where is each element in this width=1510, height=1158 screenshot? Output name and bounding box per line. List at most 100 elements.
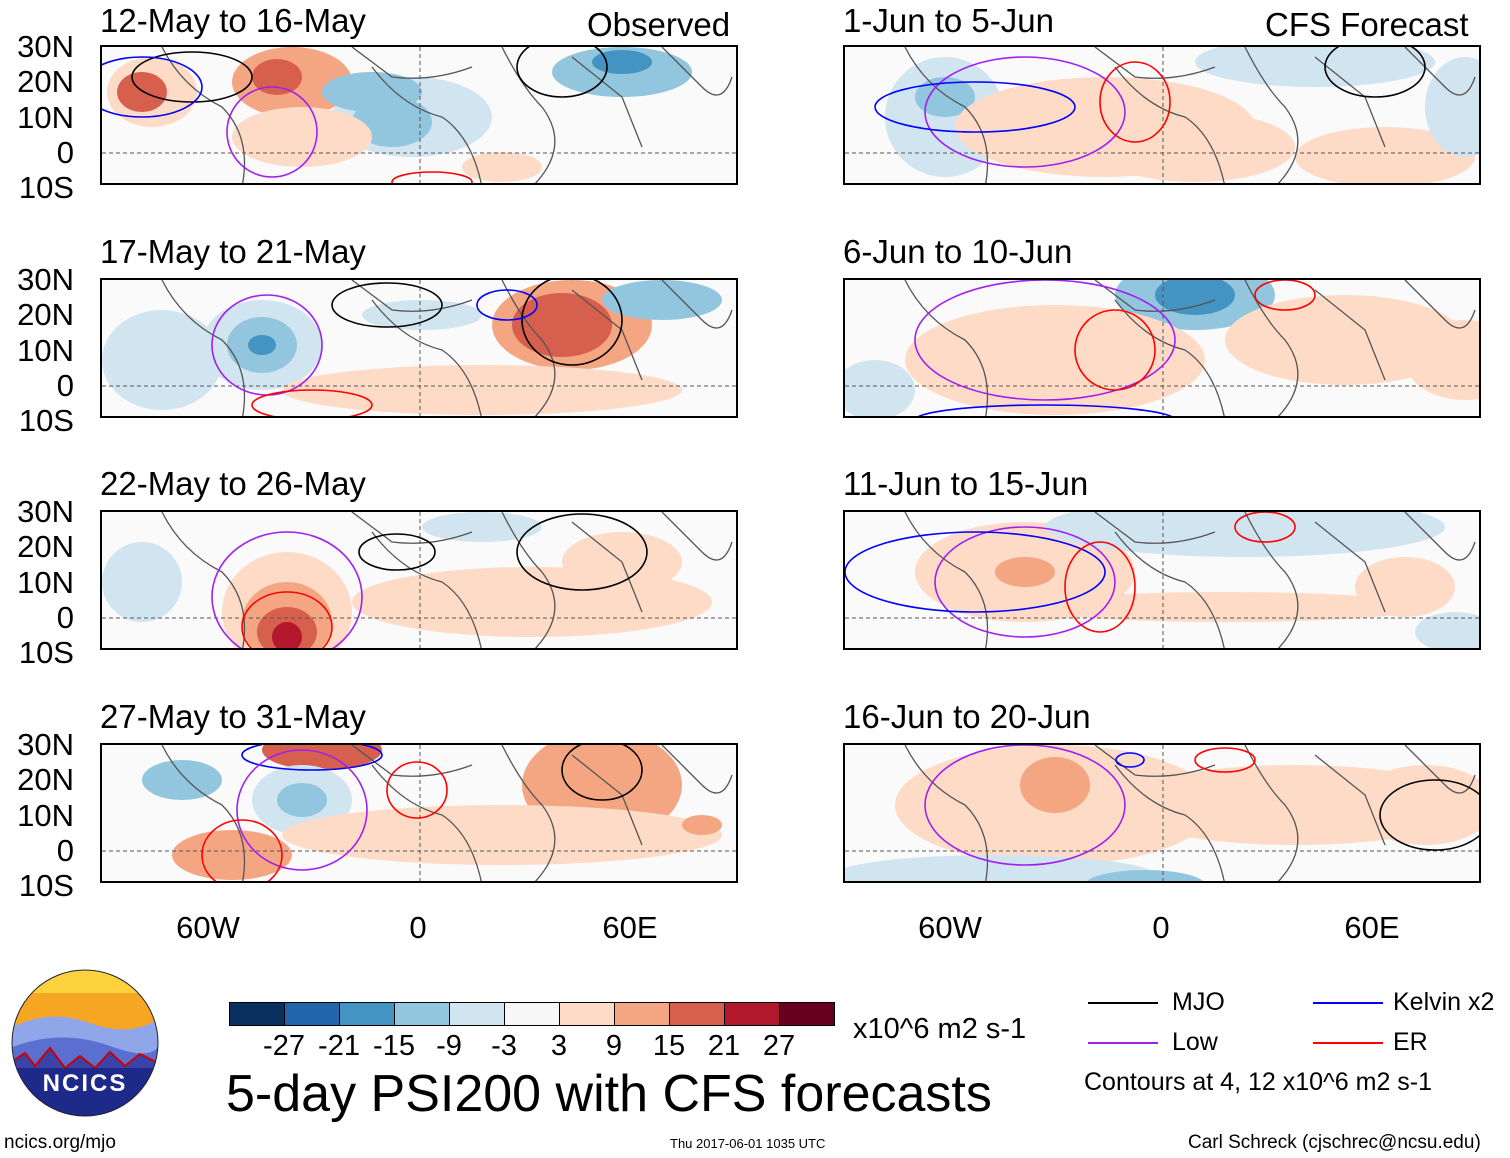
map-panel	[100, 510, 738, 650]
shading-region	[1195, 47, 1435, 87]
anomaly-contour	[1234, 512, 1296, 543]
lon-label: 0	[409, 910, 427, 945]
colorbar-swatch	[779, 1002, 835, 1026]
coastline	[161, 47, 733, 183]
legend-mjo-line	[1088, 1002, 1158, 1004]
lat-label: 30N	[17, 494, 74, 529]
panel-title: 1-Jun to 5-Jun	[843, 2, 1054, 39]
ncics-link[interactable]: ncics.org/mjo	[4, 1132, 116, 1153]
lat-label: 0	[56, 135, 74, 170]
anomaly-contour	[917, 404, 1173, 416]
shading-region	[1020, 757, 1090, 813]
anomaly-contour	[1194, 747, 1256, 773]
lon-label: 60E	[1344, 910, 1400, 945]
lon-label: 60W	[176, 910, 240, 945]
map-panel	[100, 45, 738, 185]
colorbar-label: 21	[707, 1030, 741, 1062]
lat-label: 30N	[17, 29, 74, 64]
lon-label: 60W	[918, 910, 982, 945]
map-panel	[100, 278, 738, 418]
colorbar-swatch	[559, 1002, 615, 1026]
colorbar-swatch	[229, 1002, 285, 1026]
legend-mjo-label: MJO	[1172, 988, 1225, 1016]
lat-label: 10S	[18, 170, 74, 205]
anomaly-contour	[561, 745, 643, 801]
anomaly-contour	[516, 47, 608, 98]
shading-region	[1415, 612, 1479, 648]
lat-label: 10N	[17, 798, 74, 833]
map-panel	[100, 743, 738, 883]
forecast-label: CFS Forecast	[1265, 6, 1469, 43]
colorbar-swatch	[614, 1002, 670, 1026]
lat-label: 20N	[17, 529, 74, 564]
lon-label: 60E	[602, 910, 658, 945]
legend-low-line	[1088, 1042, 1158, 1044]
anomaly-contour	[102, 56, 203, 118]
colorbar-label: 15	[652, 1030, 686, 1062]
shading-region	[172, 830, 292, 880]
shading-region	[117, 72, 167, 112]
colorbar-label: -9	[436, 1030, 462, 1062]
colorbar-swatch	[394, 1002, 450, 1026]
shading-region	[282, 805, 722, 865]
anomaly-contour	[1254, 280, 1316, 311]
anomaly-contour	[521, 280, 623, 366]
shading-region	[995, 557, 1055, 587]
anomaly-contour	[131, 51, 253, 103]
map-panel	[843, 278, 1481, 418]
lat-label: 0	[56, 833, 74, 868]
map-panel	[843, 510, 1481, 650]
shading-region	[462, 152, 542, 182]
anomaly-contour	[1074, 309, 1156, 391]
colorbar-label: 27	[762, 1030, 796, 1062]
lat-label: 0	[56, 368, 74, 403]
colorbar-label: 9	[605, 1030, 623, 1062]
coastline	[904, 47, 1476, 183]
colorbar-swatch	[339, 1002, 395, 1026]
legend-note: Contours at 4, 12 x10^6 m2 s-1	[1084, 1068, 1433, 1096]
colorbar-label: 3	[550, 1030, 568, 1062]
lat-label: 20N	[17, 762, 74, 797]
shading-region	[682, 815, 722, 835]
colorbar-units: x10^6 m2 s-1	[853, 1013, 1027, 1045]
shading-region	[102, 310, 222, 410]
lat-label: 10S	[18, 635, 74, 670]
map-panel	[843, 743, 1481, 883]
shading-region	[248, 335, 276, 355]
ncics-logo: NCICS	[10, 968, 160, 1118]
legend-er-label: ER	[1393, 1028, 1428, 1056]
anomaly-contour	[914, 280, 1176, 401]
panel-title: 6-Jun to 10-Jun	[843, 233, 1073, 270]
panel-title: 12-May to 16-May	[100, 2, 366, 39]
anomaly-contour	[1115, 752, 1145, 768]
shading-region	[1087, 870, 1203, 881]
anomaly-contour	[236, 749, 368, 871]
lat-label: 10S	[18, 868, 74, 903]
anomaly-contour	[241, 745, 383, 771]
observed-label: Observed	[587, 6, 731, 43]
colorbar-label: -21	[318, 1030, 360, 1062]
colorbar-swatch	[724, 1002, 780, 1026]
colorbar-swatch	[284, 1002, 340, 1026]
anomaly-contour	[924, 745, 1126, 866]
shading-region	[277, 783, 327, 817]
credit: Carl Schreck (cjschrec@ncsu.edu)	[1188, 1132, 1481, 1153]
lat-label: 10N	[17, 333, 74, 368]
colorbar-label: -15	[373, 1030, 415, 1062]
lat-label: 30N	[17, 727, 74, 762]
shading-region	[602, 280, 722, 320]
colorbar-swatch	[504, 1002, 560, 1026]
anomaly-contour	[1379, 779, 1479, 851]
shading-region	[915, 77, 975, 117]
shading-region	[1225, 295, 1465, 385]
anomaly-contour	[201, 819, 283, 881]
panel-title: 16-Jun to 20-Jun	[843, 698, 1091, 735]
anomaly-contour	[874, 81, 1076, 133]
legend-kelvin-line	[1313, 1002, 1383, 1004]
anomaly-contour	[516, 513, 648, 591]
shading-region	[512, 293, 612, 357]
anomaly-contour	[251, 389, 373, 416]
figure-title: 5-day PSI200 with CFS forecasts	[226, 1065, 992, 1123]
shading-region	[592, 50, 652, 74]
panel-title: 17-May to 21-May	[100, 233, 366, 270]
